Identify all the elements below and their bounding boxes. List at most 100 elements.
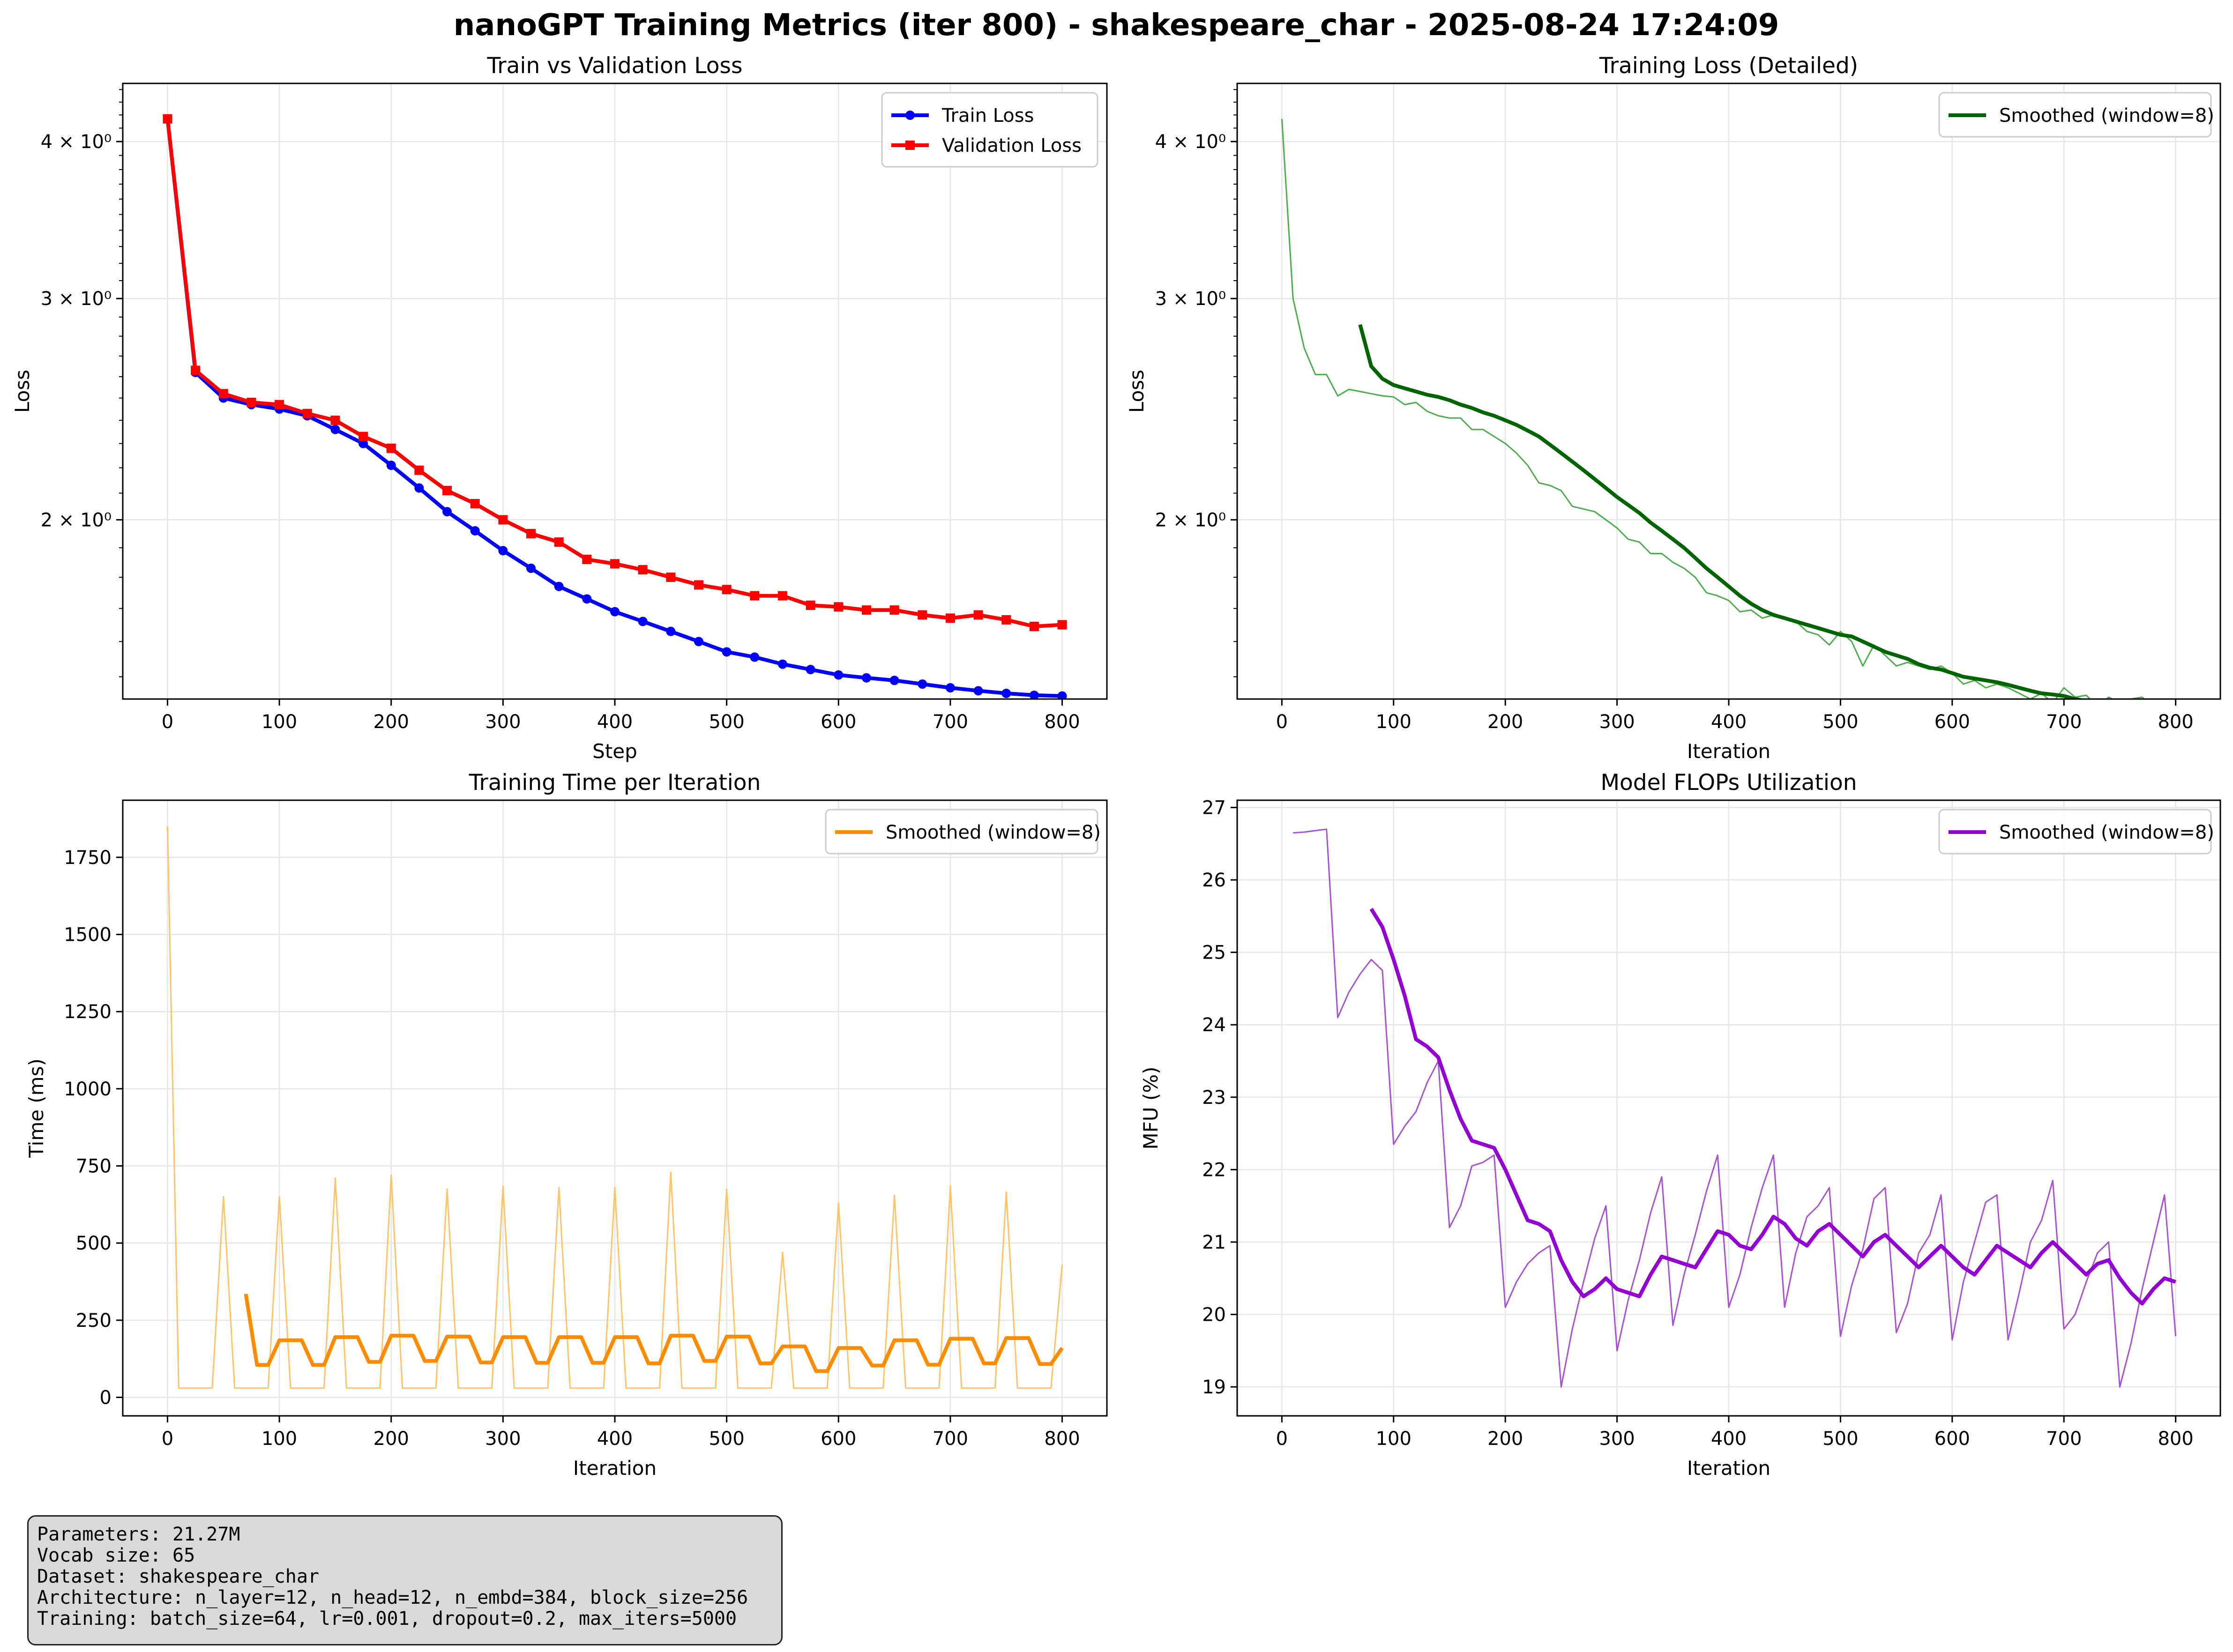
info-architecture: Architecture: n_layer=12, n_head=12, n_e… xyxy=(37,1587,748,1608)
data-point xyxy=(777,659,787,669)
x-tick-label: 0 xyxy=(1276,711,1288,733)
x-tick-label: 200 xyxy=(1487,711,1523,733)
legend-marker xyxy=(905,111,915,120)
model-info-box: Parameters: 21.27M Vocab size: 65 Datase… xyxy=(27,1515,783,1645)
data-point xyxy=(582,554,592,564)
y-tick-label: 20 xyxy=(1202,1304,1226,1326)
data-point xyxy=(358,439,368,448)
data-point xyxy=(722,647,732,657)
data-point xyxy=(526,528,536,538)
data-point xyxy=(1057,620,1067,630)
y-tick-label: 750 xyxy=(76,1155,112,1177)
data-point xyxy=(1029,690,1039,699)
y-tick-label: 4 × 10⁰ xyxy=(41,131,112,153)
y-tick-label: 26 xyxy=(1202,870,1226,891)
y-tick-label: 500 xyxy=(76,1233,112,1254)
y-tick-label: 250 xyxy=(76,1310,112,1332)
x-axis-label: Step xyxy=(592,740,637,763)
y-tick-label: 21 xyxy=(1202,1232,1226,1253)
y-tick-label: 1750 xyxy=(64,847,112,869)
data-point xyxy=(330,416,340,425)
info-training: Training: batch_size=64, lr=0.001, dropo… xyxy=(37,1608,737,1630)
series-line-2 xyxy=(244,1294,1064,1373)
data-point xyxy=(694,580,703,590)
data-point xyxy=(386,461,396,470)
series-group xyxy=(163,114,1067,699)
data-point xyxy=(442,507,452,517)
data-point xyxy=(582,594,592,604)
y-axis-label: Loss xyxy=(11,370,34,413)
y-tick-label: 1000 xyxy=(64,1079,112,1100)
x-tick-label: 600 xyxy=(1934,1428,1970,1450)
y-tick-label: 24 xyxy=(1202,1014,1226,1036)
info-dataset: Dataset: shakespeare_char xyxy=(37,1566,320,1587)
y-tick-label: 0 xyxy=(100,1387,112,1408)
legend: Smoothed (window=8) xyxy=(1938,92,2214,138)
data-point xyxy=(442,486,452,496)
x-tick-label: 200 xyxy=(373,711,409,733)
data-point xyxy=(610,559,620,569)
data-point xyxy=(834,602,844,612)
x-tick-label: 700 xyxy=(2046,1428,2082,1450)
x-tick-label: 500 xyxy=(709,1428,744,1450)
legend-label: Train Loss xyxy=(941,105,1034,127)
x-tick-label: 200 xyxy=(373,1428,409,1450)
y-axis-label: Time (ms) xyxy=(25,1058,48,1158)
info-parameters: Parameters: 21.27M xyxy=(37,1524,240,1545)
subplot-2: 0 100 200 300 400 500 600 700 800 2 × 10⁰ 3 × 10⁰ 4… xyxy=(1125,53,2221,763)
data-point xyxy=(1001,615,1011,625)
x-tick-label: 400 xyxy=(597,711,633,733)
subplot-title: Training Loss (Detailed) xyxy=(1599,53,1858,79)
x-tick-label: 800 xyxy=(2158,711,2193,733)
legend-frame xyxy=(825,809,1098,855)
data-point xyxy=(191,365,201,375)
data-point xyxy=(470,499,480,508)
x-tick-label: 0 xyxy=(162,711,173,733)
data-point xyxy=(386,443,396,453)
x-tick-label: 500 xyxy=(1822,1428,1858,1450)
data-point xyxy=(834,670,844,680)
x-tick-label: 500 xyxy=(709,711,744,733)
x-tick-label: 300 xyxy=(485,1428,521,1450)
x-tick-label: 100 xyxy=(1376,711,1411,733)
data-point xyxy=(1057,691,1067,699)
subplot-title: Model FLOPs Utilization xyxy=(1600,770,1857,796)
y-tick-label: 23 xyxy=(1202,1087,1226,1109)
legend: Smoothed (window=8) xyxy=(825,809,1101,855)
series-group xyxy=(167,826,1064,1389)
legend-frame xyxy=(1938,809,2212,855)
data-point xyxy=(973,610,983,620)
data-point xyxy=(498,546,508,556)
x-tick-label: 300 xyxy=(1599,711,1635,733)
y-tick-label: 3 × 10⁰ xyxy=(41,288,112,310)
series-line-1 xyxy=(1293,828,2177,1388)
data-point xyxy=(666,626,676,636)
y-tick-label: 27 xyxy=(1202,797,1226,819)
series-line-1 xyxy=(167,826,1063,1389)
legend-frame xyxy=(881,92,1098,168)
series-line-1 xyxy=(1281,119,2146,699)
x-axis-label: Iteration xyxy=(573,1457,657,1480)
data-point xyxy=(246,397,256,407)
data-point xyxy=(666,573,676,582)
data-point xyxy=(750,652,760,662)
y-tick-label: 2 × 10⁰ xyxy=(41,509,112,531)
legend-label: Smoothed (window=8) xyxy=(1999,822,2214,843)
series-group xyxy=(1281,119,2146,699)
data-point xyxy=(861,673,871,683)
x-tick-label: 800 xyxy=(1044,711,1080,733)
x-tick-label: 300 xyxy=(1599,1428,1635,1450)
data-point xyxy=(275,400,284,409)
x-tick-label: 100 xyxy=(261,711,297,733)
y-axis-label: Loss xyxy=(1125,370,1148,413)
x-tick-label: 0 xyxy=(162,1428,173,1450)
data-point xyxy=(861,605,871,615)
data-point xyxy=(610,607,620,617)
x-tick-label: 600 xyxy=(1934,711,1970,733)
x-tick-label: 400 xyxy=(597,1428,633,1450)
legend: Train Loss Validation Loss xyxy=(881,92,1098,168)
y-tick-label: 25 xyxy=(1202,942,1226,964)
x-tick-label: 700 xyxy=(933,711,968,733)
data-point xyxy=(554,537,564,547)
